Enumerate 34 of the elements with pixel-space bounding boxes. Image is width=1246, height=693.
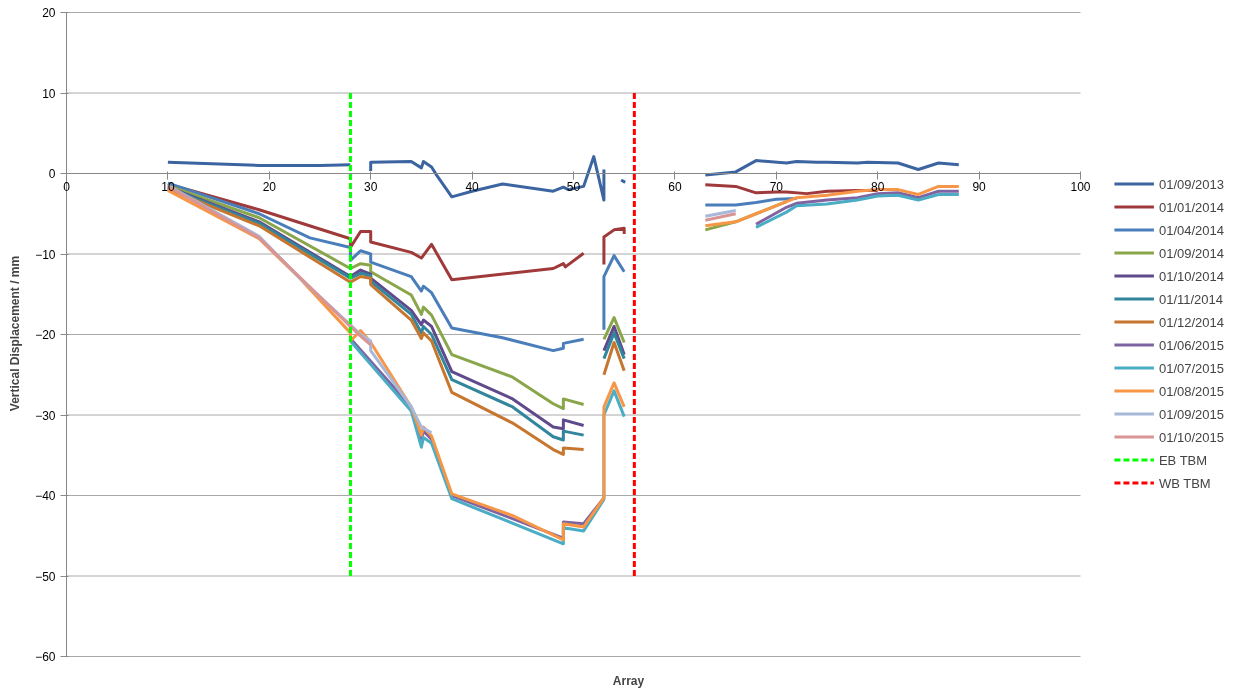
- x-tick-label: 10: [161, 179, 175, 194]
- x-tick-label: 100: [1070, 179, 1091, 194]
- y-tick-label: 10: [42, 86, 56, 101]
- x-tick-label: 60: [668, 179, 682, 194]
- legend-label: 01/10/2014: [1158, 268, 1224, 283]
- x-tick-label: 90: [972, 179, 987, 194]
- x-tick-label: 30: [364, 179, 378, 194]
- legend-label: WB TBM: [1158, 475, 1211, 490]
- legend-label: 01/12/2014: [1158, 314, 1224, 329]
- x-axis-title: Array: [612, 673, 645, 688]
- legend-label: 01/07/2015: [1158, 360, 1224, 375]
- legend-label: 01/09/2015: [1158, 406, 1224, 421]
- legend-label: 01/09/2014: [1158, 245, 1224, 260]
- y-tick-label: −20: [35, 328, 56, 342]
- legend-label: 01/06/2015: [1158, 337, 1224, 352]
- x-tick-label: 20: [262, 179, 277, 194]
- legend-label: 01/11/2014: [1158, 291, 1224, 306]
- y-tick-label: −10: [35, 247, 56, 262]
- y-tick-label: 20: [42, 6, 56, 20]
- x-tick-label: 0: [63, 179, 71, 194]
- x-tick-label: 70: [769, 179, 784, 194]
- y-tick-label: −60: [35, 650, 56, 664]
- y-tick-label: 0: [48, 167, 56, 181]
- legend-label: 01/08/2015: [1158, 383, 1224, 398]
- legend-label: EB TBM: [1158, 452, 1208, 467]
- legend-label: 01/01/2014: [1158, 199, 1224, 214]
- y-axis-title: Vertical Displacement / mm: [7, 255, 22, 412]
- y-tick-label: −30: [35, 408, 56, 423]
- legend-label: 01/09/2013: [1158, 176, 1224, 191]
- legend-label: 01/04/2014: [1158, 222, 1224, 237]
- x-tick-label: 40: [465, 179, 480, 194]
- y-tick-label: −40: [35, 489, 56, 503]
- legend-label: 01/10/2015: [1158, 429, 1224, 444]
- y-tick-label: −50: [35, 569, 56, 584]
